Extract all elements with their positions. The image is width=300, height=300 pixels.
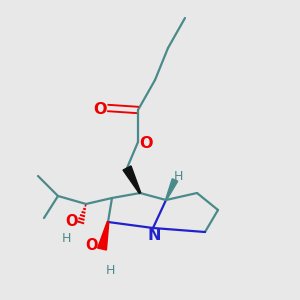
Polygon shape [123,166,141,194]
Text: O: O [86,238,98,253]
Text: N: N [147,229,161,244]
Text: O: O [139,136,153,151]
Text: H: H [61,232,71,244]
Text: H: H [173,170,183,184]
Polygon shape [166,179,178,200]
Text: O: O [93,101,107,116]
Text: O: O [66,214,78,229]
Polygon shape [98,222,109,250]
Text: H: H [105,263,115,277]
